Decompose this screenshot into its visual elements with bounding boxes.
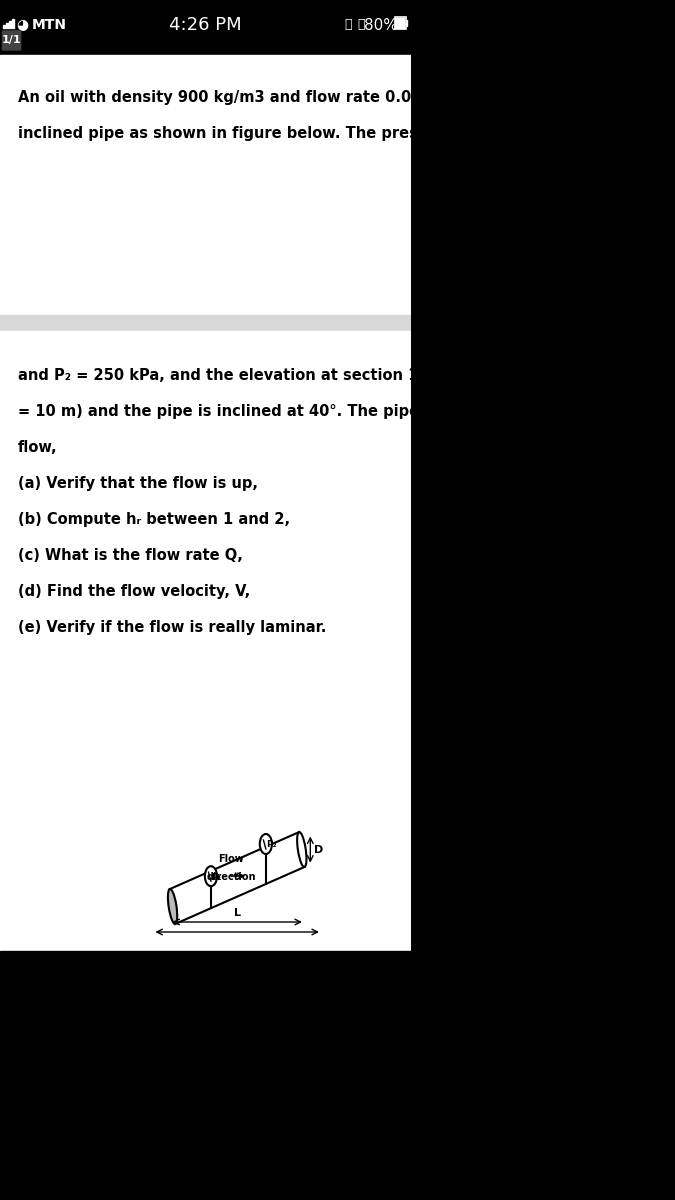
Text: (b) Compute hᵣ between 1 and 2,: (b) Compute hᵣ between 1 and 2,	[18, 512, 290, 527]
Text: flow,: flow,	[18, 440, 58, 455]
Text: 80%: 80%	[364, 18, 398, 32]
Bar	[0, 950, 410, 1200]
Ellipse shape	[297, 832, 306, 866]
Bar	[9, 20, 11, 28]
Ellipse shape	[168, 889, 178, 924]
Text: MTN: MTN	[32, 18, 67, 32]
Text: (a) Verify that the flow is up,: (a) Verify that the flow is up,	[18, 476, 259, 491]
Bar	[0, 331, 410, 950]
Text: 4:26 PM: 4:26 PM	[169, 16, 241, 34]
Bar	[12, 19, 14, 28]
Circle shape	[260, 834, 272, 854]
Bar	[395, 17, 406, 29]
Text: ⏰: ⏰	[357, 18, 365, 31]
Bar	[406, 20, 407, 26]
Text: D: D	[314, 845, 323, 854]
Polygon shape	[169, 832, 304, 924]
FancyBboxPatch shape	[3, 31, 21, 50]
Bar	[3, 25, 5, 28]
Text: L: L	[234, 908, 241, 918]
Text: = 10 m) and the pipe is inclined at 40°. The pipe diameter is 6 cm. Assuming ste: = 10 m) and the pipe is inclined at 40°.…	[18, 404, 675, 419]
Text: ◕: ◕	[16, 18, 28, 32]
Text: P₂: P₂	[267, 840, 277, 850]
Bar	[0, 55, 410, 314]
Text: Flow: Flow	[218, 854, 244, 864]
Text: An oil with density 900 kg/m3 and flow rate 0.0002 m2/s flows upward through an: An oil with density 900 kg/m3 and flow r…	[18, 90, 675, 104]
Bar	[0, 0, 410, 55]
Circle shape	[205, 866, 217, 886]
Text: P₁: P₁	[211, 872, 222, 882]
Text: and P₂ = 250 kPa, and the elevation at section 1 z₁ = 0. Sections 1 and 2 are 10: and P₂ = 250 kPa, and the elevation at s…	[18, 368, 675, 383]
Text: Ⓡ: Ⓡ	[344, 18, 352, 31]
Bar	[0, 314, 410, 331]
Text: (e) Verify if the flow is really laminar.: (e) Verify if the flow is really laminar…	[18, 620, 327, 635]
Bar	[6, 23, 8, 28]
Bar	[396, 18, 404, 28]
Text: (c) What is the flow rate Q,: (c) What is the flow rate Q,	[18, 548, 243, 563]
Text: inclined pipe as shown in figure below. The pressure at sections 1 and 2 are P₁ : inclined pipe as shown in figure below. …	[18, 126, 675, 140]
Text: direction: direction	[207, 872, 256, 882]
Text: 1/1: 1/1	[2, 35, 22, 44]
Text: (d) Find the flow velocity, V,: (d) Find the flow velocity, V,	[18, 584, 250, 599]
